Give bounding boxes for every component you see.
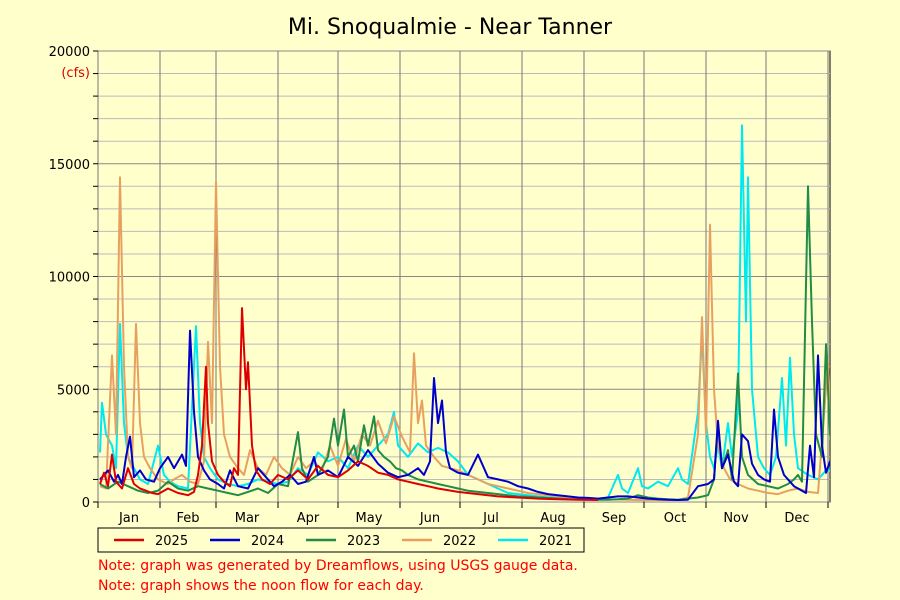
- y-tick-label: 5000: [57, 383, 90, 398]
- x-tick-label: Oct: [664, 511, 686, 526]
- legend-label: 2024: [251, 534, 284, 549]
- x-tick-label: Aug: [540, 511, 565, 526]
- x-tick-label: Dec: [784, 511, 809, 526]
- note-line: Note: graph shows the noon flow for each…: [98, 578, 424, 594]
- legend-label: 2025: [155, 534, 188, 549]
- x-tick-label: May: [356, 511, 383, 526]
- series-line-2025: [99, 307, 599, 501]
- x-tick-label: Sep: [602, 511, 627, 526]
- y-tick-label: 0: [82, 496, 90, 511]
- chart-title: Mi. Snoqualmie - Near Tanner: [288, 15, 613, 40]
- x-tick-label: Jul: [482, 511, 499, 526]
- y-axis-unit: (cfs): [61, 66, 90, 81]
- legend: 2025 2024 2023 2022 2021: [97, 527, 585, 553]
- x-tick-label: Jan: [118, 511, 139, 526]
- legend-label: 2022: [443, 534, 476, 549]
- series-line-2023: [99, 185, 830, 501]
- y-tick-label: 15000: [49, 158, 90, 173]
- legend-label: 2023: [347, 534, 380, 549]
- x-tick-label: Feb: [176, 511, 199, 526]
- grid-lines: [97, 50, 830, 503]
- series-lines: [99, 124, 830, 501]
- series-line-2021: [99, 124, 830, 501]
- y-axis: 0 5000 10000 15000 20000: [49, 45, 98, 511]
- x-tick-label: Jun: [419, 511, 440, 526]
- notes: Note: graph was generated by Dreamflows,…: [98, 556, 578, 596]
- x-tick-label: Nov: [723, 511, 749, 526]
- x-axis: Jan Feb Mar Apr May Jun Jul Aug Sep Oct Nov Dec: [97, 502, 829, 526]
- series-line-2024: [99, 329, 830, 501]
- y-tick-label: 20000: [49, 45, 90, 60]
- x-tick-label: Mar: [235, 511, 260, 526]
- note-line: Note: graph was generated by Dreamflows,…: [98, 558, 578, 574]
- legend-label: 2021: [539, 534, 572, 549]
- x-tick-label: Apr: [297, 511, 320, 526]
- y-tick-label: 10000: [49, 271, 90, 286]
